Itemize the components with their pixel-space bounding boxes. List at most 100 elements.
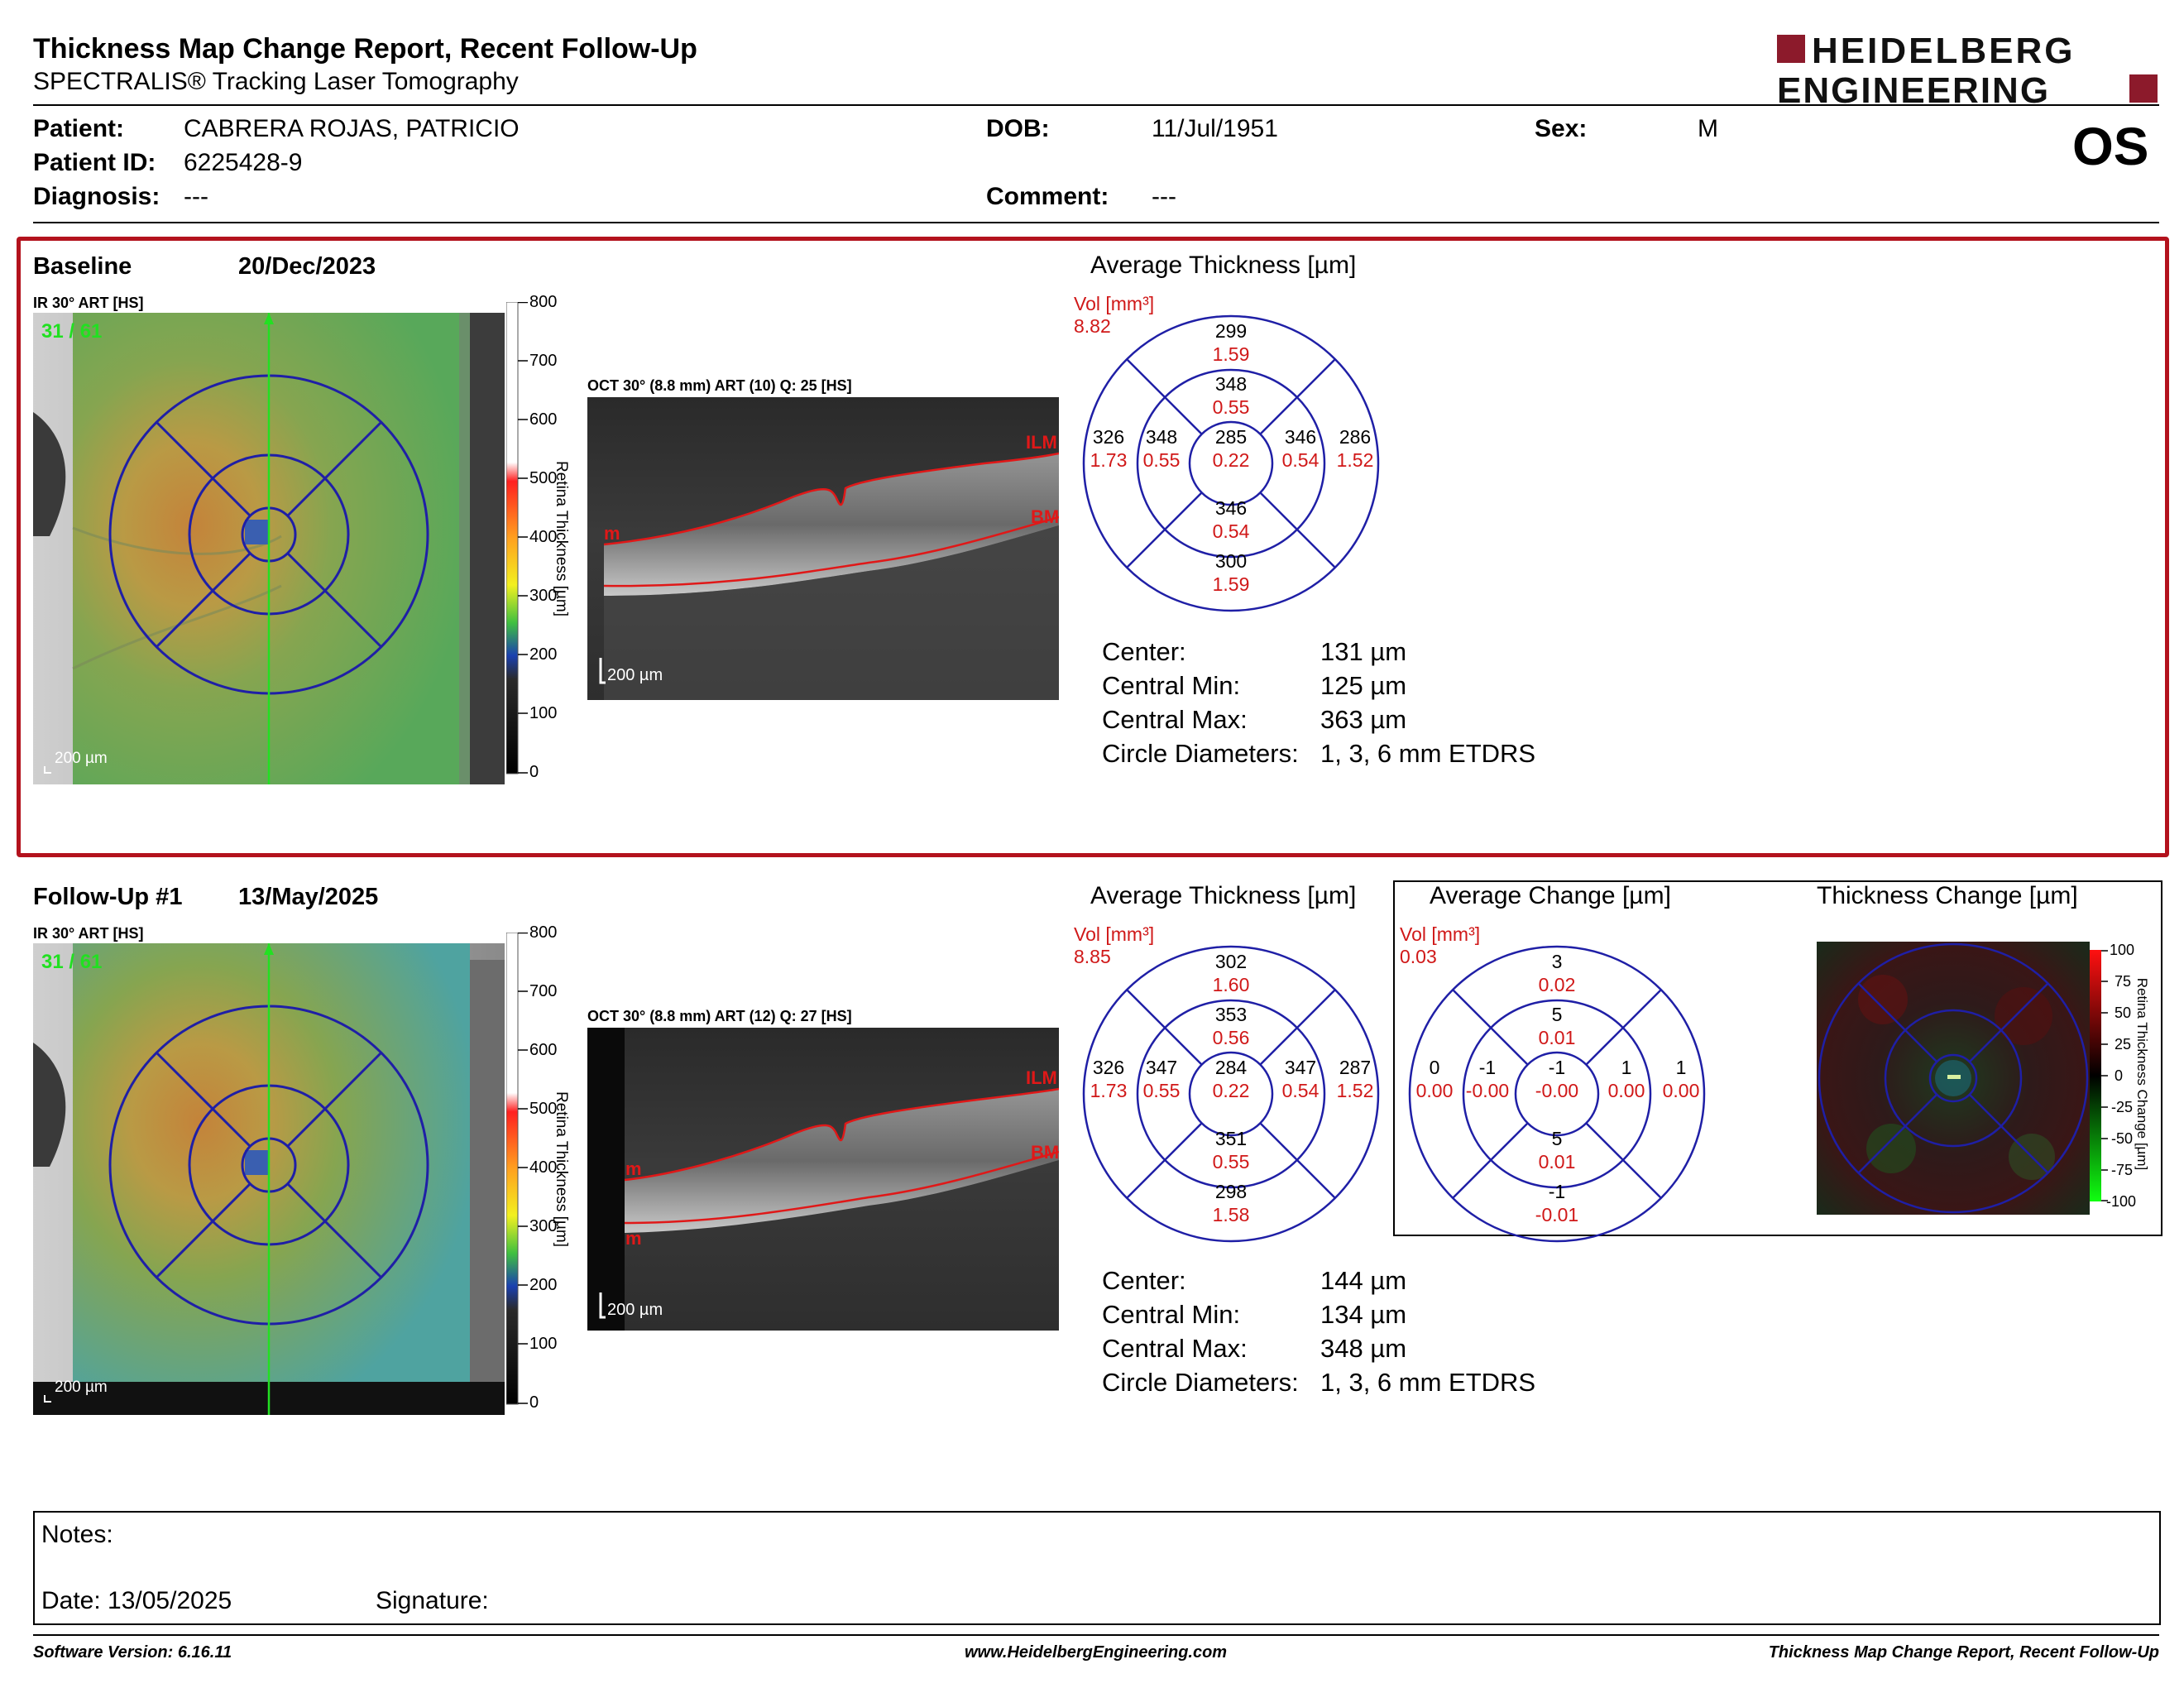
cbar-axis-label: Retina Thickness [µm]: [553, 461, 570, 616]
baseline-vol-label: Vol [mm³]: [1074, 293, 1155, 314]
baseline-label: Baseline: [33, 253, 132, 280]
svg-text:0.00: 0.00: [1416, 1080, 1454, 1101]
followup-oct-bscan: ILM BM m m 200 µm: [587, 1028, 1059, 1331]
svg-text:BM: BM: [1031, 1142, 1059, 1163]
baseline-diam-label: Circle Diameters:: [1102, 739, 1299, 768]
cbar-axis-label: Retina Thickness [µm]: [553, 1091, 570, 1247]
svg-text:1.58: 1.58: [1213, 1204, 1250, 1225]
svg-text:-0.01: -0.01: [1535, 1204, 1578, 1225]
svg-text:m: m: [625, 1228, 642, 1249]
cbar-tick: 100: [529, 704, 558, 722]
heidelberg-logo: HEIDELBERG ENGINEERING: [1777, 31, 2158, 111]
signature-label: Signature:: [376, 1587, 489, 1614]
footer-report-name: Thickness Map Change Report, Recent Foll…: [1768, 1643, 2159, 1662]
dob-value: 11/Jul/1951: [1152, 115, 1278, 142]
chg-tick: 75: [2115, 973, 2132, 990]
svg-text:0.55: 0.55: [1213, 396, 1250, 418]
followup-vol-total: 8.85: [1074, 946, 1111, 967]
svg-text:ILM: ILM: [1026, 1067, 1057, 1088]
svg-text:5: 5: [1552, 1004, 1563, 1025]
svg-text:0.00: 0.00: [1608, 1080, 1645, 1101]
cbar-tick: 0: [529, 763, 539, 781]
chg-tick: -25: [2111, 1099, 2134, 1115]
followup-max-value: 348 µm: [1320, 1334, 1407, 1363]
cbar-tick: 200: [529, 1276, 558, 1294]
svg-text:200 µm: 200 µm: [607, 666, 663, 684]
baseline-max-label: Central Max:: [1102, 705, 1248, 734]
thickness-change-colorbar: [2090, 950, 2156, 1206]
svg-text:0.54: 0.54: [1213, 520, 1250, 542]
svg-text:-1: -1: [1549, 1057, 1565, 1078]
svg-text:0.56: 0.56: [1213, 1027, 1250, 1048]
svg-text:200 µm: 200 µm: [607, 1301, 663, 1319]
svg-text:346: 346: [1285, 426, 1316, 448]
patient-id-label: Patient ID:: [33, 149, 156, 176]
baseline-min-label: Central Min:: [1102, 671, 1241, 700]
notes-box: [33, 1511, 2161, 1625]
cbar-tick: 300: [529, 1217, 558, 1235]
svg-text:1.59: 1.59: [1213, 343, 1250, 365]
chg-axis-label: Retina Thickness Change [µm]: [2134, 977, 2150, 1171]
followup-thickness-colorbar: [505, 932, 597, 1412]
baseline-etdrs-grid: 299 1.59 348 0.55 285 0.22 348 0.55 346 …: [1080, 313, 1382, 614]
comment-label: Comment:: [986, 183, 1109, 210]
svg-text:1: 1: [1621, 1057, 1632, 1078]
svg-text:348: 348: [1215, 373, 1247, 395]
baseline-max-value: 363 µm: [1320, 705, 1407, 734]
cbar-tick: 600: [529, 1041, 558, 1059]
followup-max-label: Central Max:: [1102, 1334, 1248, 1363]
baseline-vol-total: 8.82: [1074, 315, 1111, 337]
followup-date: 13/May/2025: [238, 884, 379, 910]
svg-text:285: 285: [1215, 426, 1247, 448]
baseline-thickness-colorbar: [505, 301, 597, 782]
change-vol-label: Vol [mm³]: [1400, 923, 1481, 945]
change-etdrs-grid: 3 0.02 5 0.01 -1 -0.00 -1 -0.00 1 0.00 0…: [1406, 943, 1707, 1244]
followup-label: Follow-Up #1: [33, 884, 183, 910]
followup-center-value: 144 µm: [1320, 1266, 1407, 1295]
baseline-ir-title: IR 30° ART [HS]: [33, 295, 144, 311]
patient-name: CABRERA ROJAS, PATRICIO: [184, 115, 520, 142]
baseline-section: [17, 237, 2169, 857]
svg-text:0: 0: [1430, 1057, 1440, 1078]
svg-text:5: 5: [1552, 1128, 1563, 1149]
followup-min-label: Central Min:: [1102, 1300, 1241, 1329]
svg-text:0.55: 0.55: [1143, 449, 1181, 471]
svg-text:ILM: ILM: [1026, 432, 1057, 453]
svg-text:1.52: 1.52: [1337, 449, 1374, 471]
svg-text:200 µm: 200 µm: [55, 1379, 108, 1396]
cbar-tick: 700: [529, 352, 558, 370]
chg-tick: -50: [2111, 1130, 2134, 1147]
sex-label: Sex:: [1535, 115, 1588, 142]
cbar-tick: 200: [529, 645, 558, 664]
baseline-min-value: 125 µm: [1320, 671, 1407, 700]
svg-text:284: 284: [1215, 1057, 1248, 1078]
cbar-tick: 100: [529, 1335, 558, 1353]
svg-text:-1: -1: [1479, 1057, 1496, 1078]
svg-text:0.55: 0.55: [1213, 1151, 1250, 1172]
svg-text:347: 347: [1285, 1057, 1316, 1078]
svg-text:326: 326: [1093, 426, 1124, 448]
svg-text:346: 346: [1215, 497, 1247, 519]
svg-text:31 / 61: 31 / 61: [41, 320, 102, 343]
baseline-avg-thickness-title: Average Thickness [µm]: [1090, 252, 1357, 279]
cbar-tick: 300: [529, 587, 558, 605]
baseline-diam-value: 1, 3, 6 mm ETDRS: [1320, 739, 1536, 768]
svg-text:326: 326: [1093, 1057, 1124, 1078]
thickness-change-title: Thickness Change [µm]: [1817, 882, 2078, 909]
svg-text:1.52: 1.52: [1337, 1080, 1374, 1101]
cbar-tick: 600: [529, 410, 558, 429]
footer-software-version: Software Version: 6.16.11: [33, 1643, 232, 1662]
followup-diam-value: 1, 3, 6 mm ETDRS: [1320, 1368, 1536, 1397]
followup-ir-title: IR 30° ART [HS]: [33, 925, 144, 942]
svg-text:-0.00: -0.00: [1535, 1080, 1578, 1101]
svg-text:0.02: 0.02: [1539, 974, 1576, 995]
diagnosis-label: Diagnosis:: [33, 183, 160, 210]
report-title: Thickness Map Change Report, Recent Foll…: [33, 33, 697, 65]
change-vol-total: 0.03: [1400, 946, 1437, 967]
chg-tick: 100: [2110, 942, 2135, 958]
chg-tick: -75: [2111, 1162, 2134, 1178]
baseline-oct-bscan: ILM BM m 200 µm: [587, 397, 1059, 700]
followup-avg-thickness-title: Average Thickness [µm]: [1090, 882, 1357, 909]
svg-text:347: 347: [1146, 1057, 1177, 1078]
patient-id: 6225428-9: [184, 149, 303, 176]
